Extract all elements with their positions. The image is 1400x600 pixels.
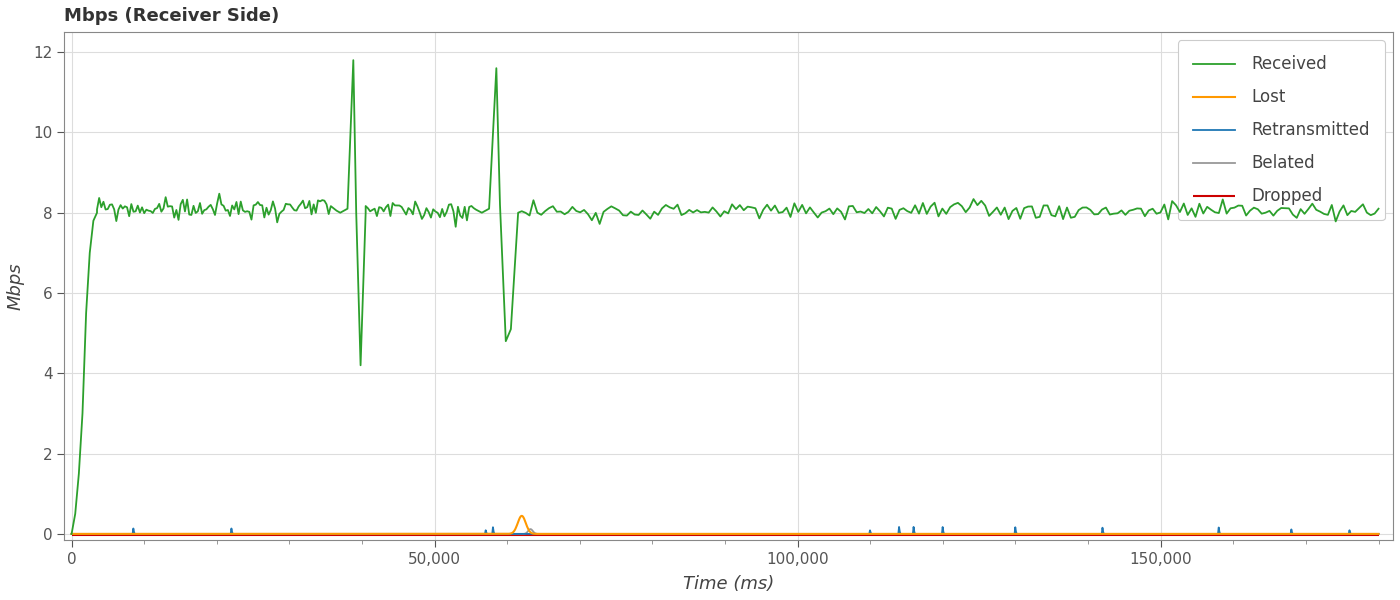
Lost [603,530,620,538]
Retransmitted [906,523,923,530]
Received [344,56,361,64]
Belated [63,530,80,538]
Retransmitted [956,530,973,538]
Legend: Received, Lost, Retransmitted, Belated, Dropped: Received, Lost, Retransmitted, Belated, … [1177,40,1385,220]
Retransmitted [342,530,358,538]
Lost [553,530,570,538]
Received [63,530,80,538]
Line: Received: Received [71,60,1379,534]
Belated [603,530,620,538]
Belated [522,526,539,533]
Retransmitted [63,530,80,538]
Line: Lost: Lost [71,516,1379,534]
Retransmitted [603,530,620,538]
Lost [63,530,80,538]
Retransmitted [139,530,155,538]
Received [367,205,384,212]
Lost [1371,530,1387,538]
Lost [139,530,155,538]
Line: Retransmitted: Retransmitted [71,527,1379,534]
Belated [1371,530,1387,538]
Received [489,65,505,72]
Y-axis label: Mbps: Mbps [7,262,25,310]
Belated [956,530,973,538]
Retransmitted [596,530,613,538]
Retransmitted [1371,530,1387,538]
Received [389,202,406,209]
Belated [342,530,358,538]
Received [112,202,129,209]
Belated [598,530,615,538]
Belated [139,530,155,538]
Line: Belated: Belated [71,529,1379,534]
Received [249,199,266,206]
Lost [342,530,358,538]
Retransmitted [552,530,568,538]
Received [1054,215,1071,223]
Received [1371,205,1387,212]
Text: Mbps (Receiver Side): Mbps (Receiver Side) [64,7,280,25]
Belated [553,530,570,538]
X-axis label: Time (ms): Time (ms) [683,575,774,593]
Lost [598,530,615,538]
Lost [956,530,973,538]
Lost [514,512,531,520]
